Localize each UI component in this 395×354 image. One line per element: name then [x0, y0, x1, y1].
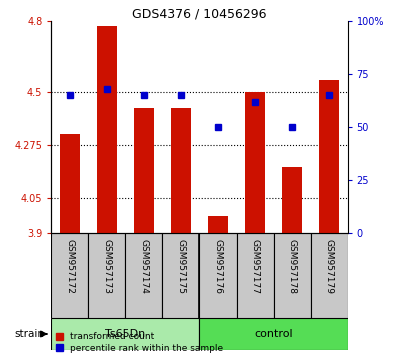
Bar — [274, 233, 310, 318]
Text: GSM957177: GSM957177 — [250, 239, 260, 294]
Bar — [245, 92, 265, 233]
Title: GDS4376 / 10456296: GDS4376 / 10456296 — [132, 7, 267, 20]
Text: Ts65Dn: Ts65Dn — [105, 329, 145, 339]
Bar — [208, 216, 228, 233]
Text: GSM957178: GSM957178 — [288, 239, 297, 294]
Text: control: control — [254, 329, 293, 339]
Bar — [88, 233, 126, 318]
Bar — [319, 80, 339, 233]
Legend: transformed count, percentile rank within the sample: transformed count, percentile rank withi… — [56, 332, 224, 353]
Text: strain: strain — [14, 329, 44, 339]
Text: GSM957172: GSM957172 — [65, 239, 74, 294]
Text: GSM957174: GSM957174 — [139, 239, 149, 294]
Text: GSM957176: GSM957176 — [213, 239, 222, 294]
Bar — [134, 108, 154, 233]
Bar — [126, 233, 162, 318]
Bar — [60, 134, 80, 233]
Bar — [237, 233, 274, 318]
Text: GSM957179: GSM957179 — [325, 239, 334, 294]
Text: GSM957173: GSM957173 — [102, 239, 111, 294]
Bar — [51, 233, 88, 318]
Bar — [51, 318, 199, 350]
Bar — [282, 167, 302, 233]
Bar — [97, 26, 117, 233]
Text: GSM957175: GSM957175 — [177, 239, 186, 294]
Bar — [171, 108, 191, 233]
Bar — [199, 233, 237, 318]
Bar — [199, 318, 348, 350]
Bar — [310, 233, 348, 318]
Bar — [162, 233, 199, 318]
